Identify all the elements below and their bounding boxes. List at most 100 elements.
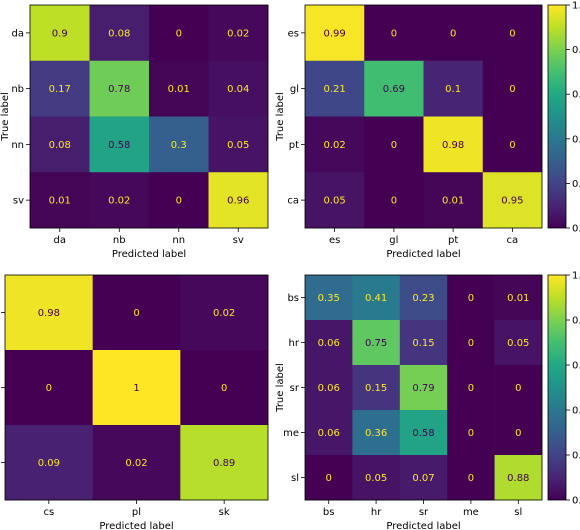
- x-tick-label: es: [329, 235, 340, 246]
- heatmap-cell: [208, 60, 269, 117]
- heatmap-cell: [482, 5, 543, 62]
- heatmap-cell: [423, 172, 484, 229]
- cell-value-label: 0: [509, 28, 515, 39]
- heatmap-cell: [305, 60, 365, 117]
- cell-value-label: 0.06: [318, 338, 340, 349]
- heatmap-cell: [208, 5, 269, 62]
- cell-value-label: 0: [391, 140, 397, 151]
- cell-value-label: 0: [468, 338, 474, 349]
- cell-value-label: 0: [468, 428, 474, 439]
- heatmap-cell: [305, 116, 365, 173]
- cell-value-label: 0: [515, 428, 521, 439]
- confusion-matrix-4: 0.35 0.41 0.23 0 0.01 0.06 0.75 0.15 0 0.05 0.06 0.…: [275, 271, 580, 530]
- heatmap-cell: [423, 5, 484, 62]
- y-tick-label: nb: [11, 84, 24, 95]
- heatmap-cell: [149, 5, 209, 62]
- cell-value-label: 0.79: [412, 383, 434, 394]
- heatmap-cell: [399, 320, 448, 366]
- y-tick-label: es: [288, 28, 299, 39]
- heatmap-cell: [447, 365, 495, 411]
- y-axis-label: True label: [275, 363, 286, 413]
- colorbar-tick-label: 0.4: [572, 134, 580, 145]
- colorbar: 0.0 0.2 0.4 0.6 0.8 1.0: [547, 1, 580, 235]
- colorbar-gradient: [547, 4, 567, 229]
- cell-value-label: 0.98: [442, 140, 464, 151]
- heatmap-cell: [305, 365, 353, 411]
- cell-value-label: 0: [468, 473, 474, 484]
- x-tick-label: nb: [113, 235, 126, 246]
- cell-value-label: 0.96: [227, 196, 249, 207]
- heatmap-cell: [305, 275, 353, 321]
- y-tick-label: sr: [290, 383, 300, 394]
- colorbar-tick-label: 0.4: [572, 406, 580, 417]
- cell-value-label: 0.9: [52, 28, 68, 39]
- heatmap-cell: [364, 116, 424, 173]
- cell-value-label: 0.06: [318, 383, 340, 394]
- heatmap-cell: [5, 275, 93, 351]
- cell-value-label: 0.3: [171, 140, 187, 151]
- cell-value-label: 0.99: [323, 28, 345, 39]
- cell-value-label: 0: [468, 383, 474, 394]
- colorbar-tick-label: 1.0: [572, 271, 580, 282]
- heatmap-cell: [364, 5, 424, 62]
- cell-value-label: 0.05: [365, 473, 387, 484]
- y-tick-label: hr: [289, 338, 300, 349]
- heatmap-cell: [305, 320, 353, 366]
- cell-value-label: 0: [515, 383, 521, 394]
- heatmap-cell: [30, 116, 90, 173]
- x-tick-label: sr: [419, 507, 429, 518]
- heatmap-cell: [447, 275, 495, 321]
- heatmap-cell: [494, 410, 543, 456]
- cell-value-label: 0.15: [412, 338, 434, 349]
- heatmap-cell: [208, 116, 269, 173]
- cell-value-label: 0.08: [49, 140, 71, 151]
- heatmap-cell: [399, 275, 448, 321]
- cell-value-label: 0.21: [323, 84, 345, 95]
- x-tick-label: da: [54, 235, 66, 246]
- cell-value-label: 0.89: [213, 458, 235, 469]
- cell-value-label: 0.58: [108, 140, 130, 151]
- y-tick-label: ca: [287, 196, 299, 207]
- plot-frame: [304, 4, 543, 229]
- heatmap-cell: [149, 172, 209, 229]
- heatmap-cell: [447, 410, 495, 456]
- confusion-matrix-3: 0.9800.020100.090.020.89csplskcsplskPred…: [1, 274, 269, 530]
- confusion-matrix-1: 0.9 0.08 0 0.02 0.17 0.78 0.01 0.04 0.08 0.58 0.3 0…: [0, 4, 269, 260]
- x-tick-label: gl: [389, 235, 398, 246]
- cell-value-label: 0.17: [49, 84, 71, 95]
- colorbar-tick-label: 0.0: [572, 224, 580, 235]
- cell-value-label: 0.01: [168, 84, 190, 95]
- x-axis-label: Predicted label: [386, 521, 460, 530]
- cell-value-label: 0.05: [227, 140, 249, 151]
- x-tick-label: pl: [132, 507, 141, 518]
- colorbar-tick-label: 0.8: [572, 45, 580, 56]
- heatmap-cell: [92, 275, 181, 351]
- cell-value-label: 0.15: [365, 383, 387, 394]
- cell-value-label: 0.01: [507, 293, 529, 304]
- cell-value-label: 0: [46, 383, 52, 394]
- cell-value-label: 0.01: [442, 196, 464, 207]
- cell-value-label: 0.02: [108, 196, 130, 207]
- heatmap-cell: [494, 275, 543, 321]
- cell-value-label: 0.02: [227, 28, 249, 39]
- cell-value-label: 0.75: [365, 338, 387, 349]
- y-tick-label: gl: [290, 84, 299, 95]
- heatmap-cell: [447, 455, 495, 501]
- heatmap-cell: [149, 60, 209, 117]
- cell-value-label: 0: [509, 140, 515, 151]
- heatmap-cell: [89, 172, 150, 229]
- heatmap-cell: [364, 172, 424, 229]
- heatmap-cell: [399, 365, 448, 411]
- x-tick-label: sl: [514, 507, 522, 518]
- heatmap-cell: [149, 116, 209, 173]
- heatmap-cell: [92, 350, 181, 426]
- heatmap-cell: [305, 410, 353, 456]
- x-axis-label: Predicted label: [112, 249, 186, 260]
- heatmap-cell: [92, 425, 181, 501]
- y-axis-label: True label: [0, 92, 11, 142]
- heatmap-cell: [30, 172, 90, 229]
- x-tick-label: bs: [323, 507, 335, 518]
- cell-value-label: 0: [468, 293, 474, 304]
- heatmap-cell: [494, 365, 543, 411]
- y-tick-label: da: [12, 28, 24, 39]
